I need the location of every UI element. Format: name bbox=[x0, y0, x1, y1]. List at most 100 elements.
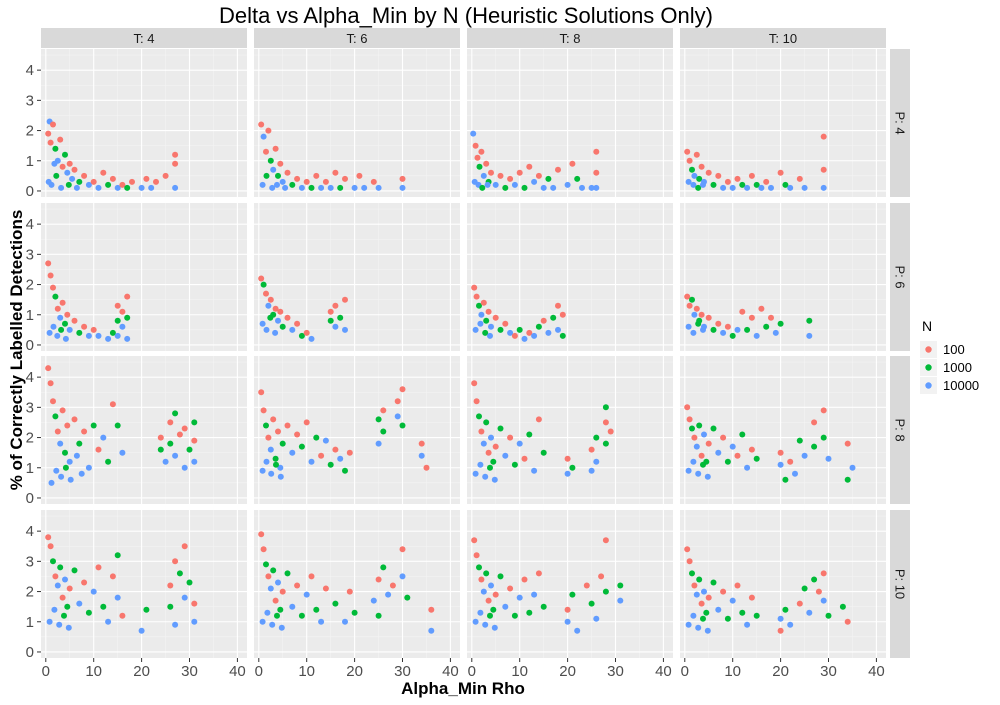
data-point-n-1000 bbox=[342, 467, 348, 474]
data-point-n-10000 bbox=[138, 184, 145, 191]
panel-p-10-t-6 bbox=[254, 510, 460, 658]
data-point-n-1000 bbox=[327, 317, 334, 324]
data-point-n-100 bbox=[705, 440, 712, 447]
data-point-n-10000 bbox=[105, 335, 112, 342]
data-point-n-10000 bbox=[259, 618, 266, 625]
data-point-n-100 bbox=[181, 543, 188, 550]
data-point-n-100 bbox=[777, 449, 784, 456]
data-point-n-1000 bbox=[483, 419, 490, 426]
data-point-n-10000 bbox=[470, 130, 477, 137]
data-point-n-100 bbox=[521, 455, 528, 462]
data-point-n-100 bbox=[483, 160, 490, 167]
points-p-8-t-10 bbox=[684, 404, 856, 483]
data-point-n-100 bbox=[47, 543, 54, 550]
data-point-n-10000 bbox=[777, 461, 784, 468]
data-point-n-100 bbox=[698, 311, 705, 318]
panel-background bbox=[254, 356, 460, 504]
data-point-n-100 bbox=[724, 323, 731, 330]
data-point-n-10000 bbox=[114, 332, 121, 339]
data-point-n-10000 bbox=[267, 585, 274, 592]
data-point-n-100 bbox=[607, 428, 614, 435]
data-point-n-100 bbox=[555, 302, 561, 309]
data-point-n-1000 bbox=[267, 157, 274, 164]
data-point-n-10000 bbox=[690, 612, 697, 619]
data-point-n-100 bbox=[167, 582, 174, 589]
data-point-n-100 bbox=[705, 169, 712, 176]
data-point-n-100 bbox=[602, 537, 609, 544]
y-tick-label: 1 bbox=[26, 460, 34, 477]
panel-p-10-t-8 bbox=[467, 510, 673, 658]
y-tick-label: 0 bbox=[26, 490, 34, 507]
data-point-n-100 bbox=[57, 136, 64, 143]
x-tick-label: 0 bbox=[255, 663, 263, 680]
data-point-n-1000 bbox=[62, 320, 68, 327]
data-point-n-100 bbox=[90, 178, 97, 185]
panel-p-8-t-10 bbox=[680, 356, 886, 504]
points-p-6-t-8 bbox=[471, 284, 566, 342]
data-point-n-1000 bbox=[52, 145, 59, 152]
data-point-n-1000 bbox=[689, 570, 695, 577]
facet-strip-p-6 bbox=[890, 203, 910, 351]
data-point-n-100 bbox=[356, 172, 363, 179]
data-point-n-10000 bbox=[768, 184, 774, 191]
data-point-n-100 bbox=[758, 305, 765, 312]
data-point-n-1000 bbox=[167, 603, 174, 610]
data-point-n-100 bbox=[294, 175, 301, 182]
data-point-n-100 bbox=[583, 582, 590, 589]
data-point-n-10000 bbox=[289, 603, 296, 610]
data-point-n-100 bbox=[265, 434, 272, 441]
data-point-n-10000 bbox=[507, 329, 514, 336]
data-point-n-100 bbox=[45, 534, 52, 541]
data-point-n-100 bbox=[272, 145, 279, 152]
data-point-n-100 bbox=[114, 302, 121, 309]
data-point-n-10000 bbox=[124, 335, 131, 342]
data-point-n-10000 bbox=[66, 326, 73, 333]
data-point-n-100 bbox=[332, 169, 339, 176]
data-point-n-100 bbox=[172, 160, 179, 167]
panel-background bbox=[41, 356, 247, 504]
data-point-n-1000 bbox=[535, 323, 542, 330]
data-point-n-100 bbox=[724, 178, 731, 185]
data-point-n-100 bbox=[564, 455, 571, 462]
legend-label: 1000 bbox=[943, 360, 972, 375]
data-point-n-10000 bbox=[191, 618, 198, 625]
data-point-n-1000 bbox=[65, 181, 72, 188]
x-tick-label: 20 bbox=[346, 663, 363, 680]
legend-marker-10000 bbox=[925, 382, 932, 389]
data-point-n-1000 bbox=[545, 175, 552, 182]
data-point-n-100 bbox=[473, 552, 480, 559]
data-point-n-100 bbox=[693, 151, 700, 158]
data-point-n-10000 bbox=[85, 464, 92, 471]
data-point-n-1000 bbox=[696, 175, 703, 182]
y-tick-label: 0 bbox=[26, 644, 34, 661]
data-point-n-1000 bbox=[279, 323, 286, 330]
data-point-n-10000 bbox=[700, 181, 706, 188]
y-tick-label: 0 bbox=[26, 183, 34, 200]
data-point-n-100 bbox=[389, 582, 396, 589]
data-point-n-10000 bbox=[51, 606, 58, 613]
data-point-n-10000 bbox=[492, 181, 499, 188]
data-point-n-100 bbox=[380, 407, 387, 414]
x-tick-label: 30 bbox=[607, 663, 624, 680]
data-point-n-1000 bbox=[263, 561, 269, 568]
data-point-n-100 bbox=[686, 157, 693, 164]
facet-strip-t-4 bbox=[41, 28, 247, 48]
data-point-n-100 bbox=[157, 434, 164, 441]
panel-p-6-t-4 bbox=[41, 203, 247, 351]
data-point-n-10000 bbox=[57, 440, 64, 447]
data-point-n-10000 bbox=[57, 314, 64, 321]
data-point-n-100 bbox=[787, 458, 794, 465]
data-point-n-10000 bbox=[181, 594, 188, 601]
data-point-n-100 bbox=[492, 591, 499, 598]
data-point-n-100 bbox=[81, 428, 88, 435]
data-point-n-1000 bbox=[157, 446, 164, 453]
data-point-n-100 bbox=[844, 618, 851, 625]
data-point-n-1000 bbox=[267, 314, 274, 321]
data-point-n-10000 bbox=[753, 332, 760, 339]
data-point-n-1000 bbox=[263, 172, 270, 179]
data-point-n-100 bbox=[526, 329, 533, 336]
data-point-n-100 bbox=[540, 317, 547, 324]
y-tick-label: 1 bbox=[26, 307, 34, 324]
data-point-n-100 bbox=[691, 434, 698, 441]
data-point-n-10000 bbox=[298, 184, 305, 191]
